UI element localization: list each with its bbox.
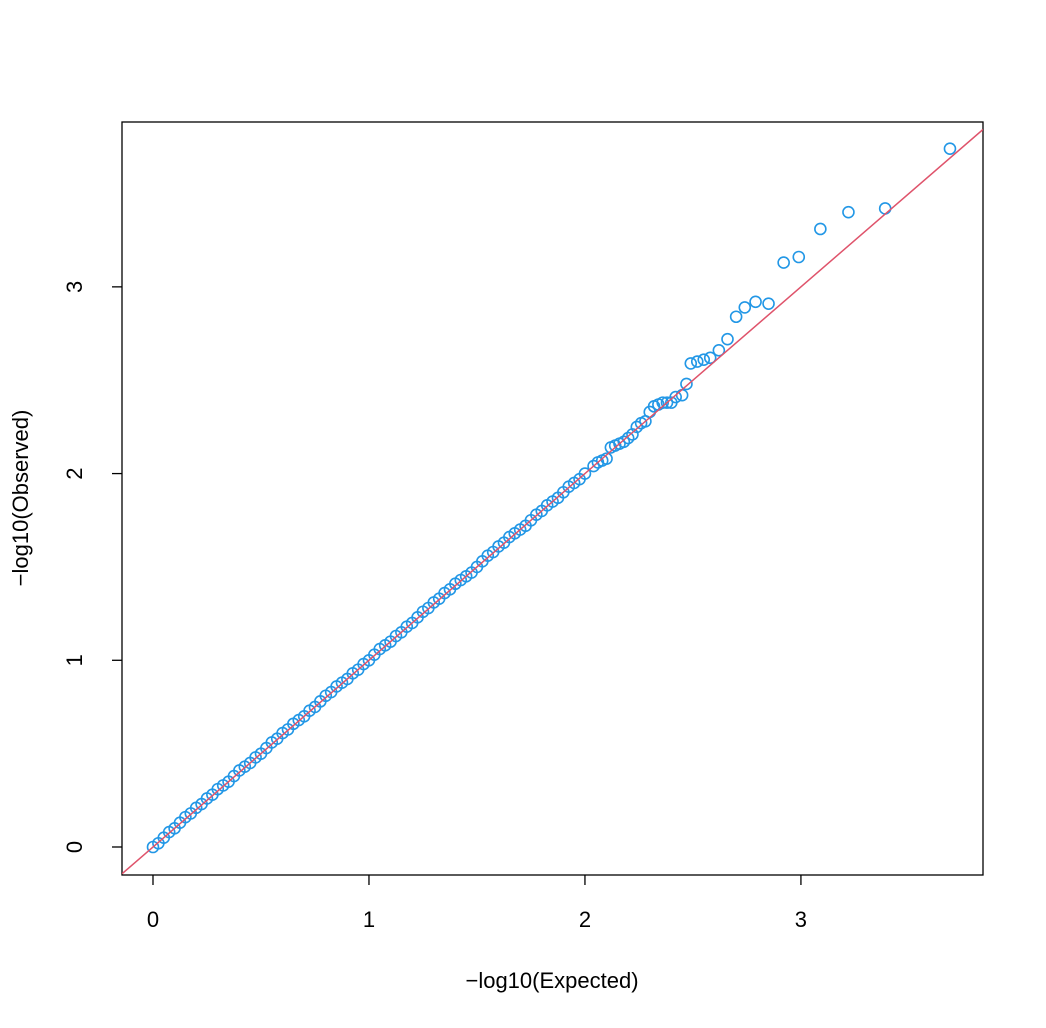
point <box>684 357 698 370</box>
point <box>630 420 644 434</box>
point <box>617 435 631 449</box>
point <box>578 467 592 480</box>
plot-frame <box>121 121 984 876</box>
y-tick-label: 0 <box>62 841 87 853</box>
point <box>703 351 717 365</box>
point <box>762 297 775 310</box>
point <box>660 396 674 409</box>
point <box>943 142 957 155</box>
point <box>814 222 827 236</box>
point <box>777 256 790 269</box>
point <box>738 301 752 314</box>
y-axis-label: −log10(Observed) <box>8 410 33 587</box>
y-tick-label: 3 <box>62 281 87 293</box>
point <box>878 202 892 215</box>
x-tick-label: 3 <box>795 907 807 932</box>
point <box>587 459 600 473</box>
point <box>656 396 670 409</box>
point <box>842 205 855 219</box>
point <box>697 353 711 366</box>
y-tick-label: 1 <box>62 654 87 666</box>
point <box>621 431 635 445</box>
point <box>675 388 689 402</box>
x-axis-label: −log10(Expected) <box>465 968 638 993</box>
y-tick-label: 2 <box>62 467 87 479</box>
reference-line <box>122 128 983 875</box>
point <box>690 355 704 368</box>
point <box>721 332 734 346</box>
plot-area <box>122 128 983 875</box>
point <box>600 452 613 465</box>
point <box>729 310 743 324</box>
point <box>680 377 693 391</box>
x-tick-label: 2 <box>579 907 591 932</box>
x-tick-label: 0 <box>147 907 159 932</box>
point <box>749 295 762 309</box>
x-tick-label: 1 <box>363 907 375 932</box>
point <box>712 344 726 357</box>
point <box>669 390 682 404</box>
point <box>792 250 806 264</box>
